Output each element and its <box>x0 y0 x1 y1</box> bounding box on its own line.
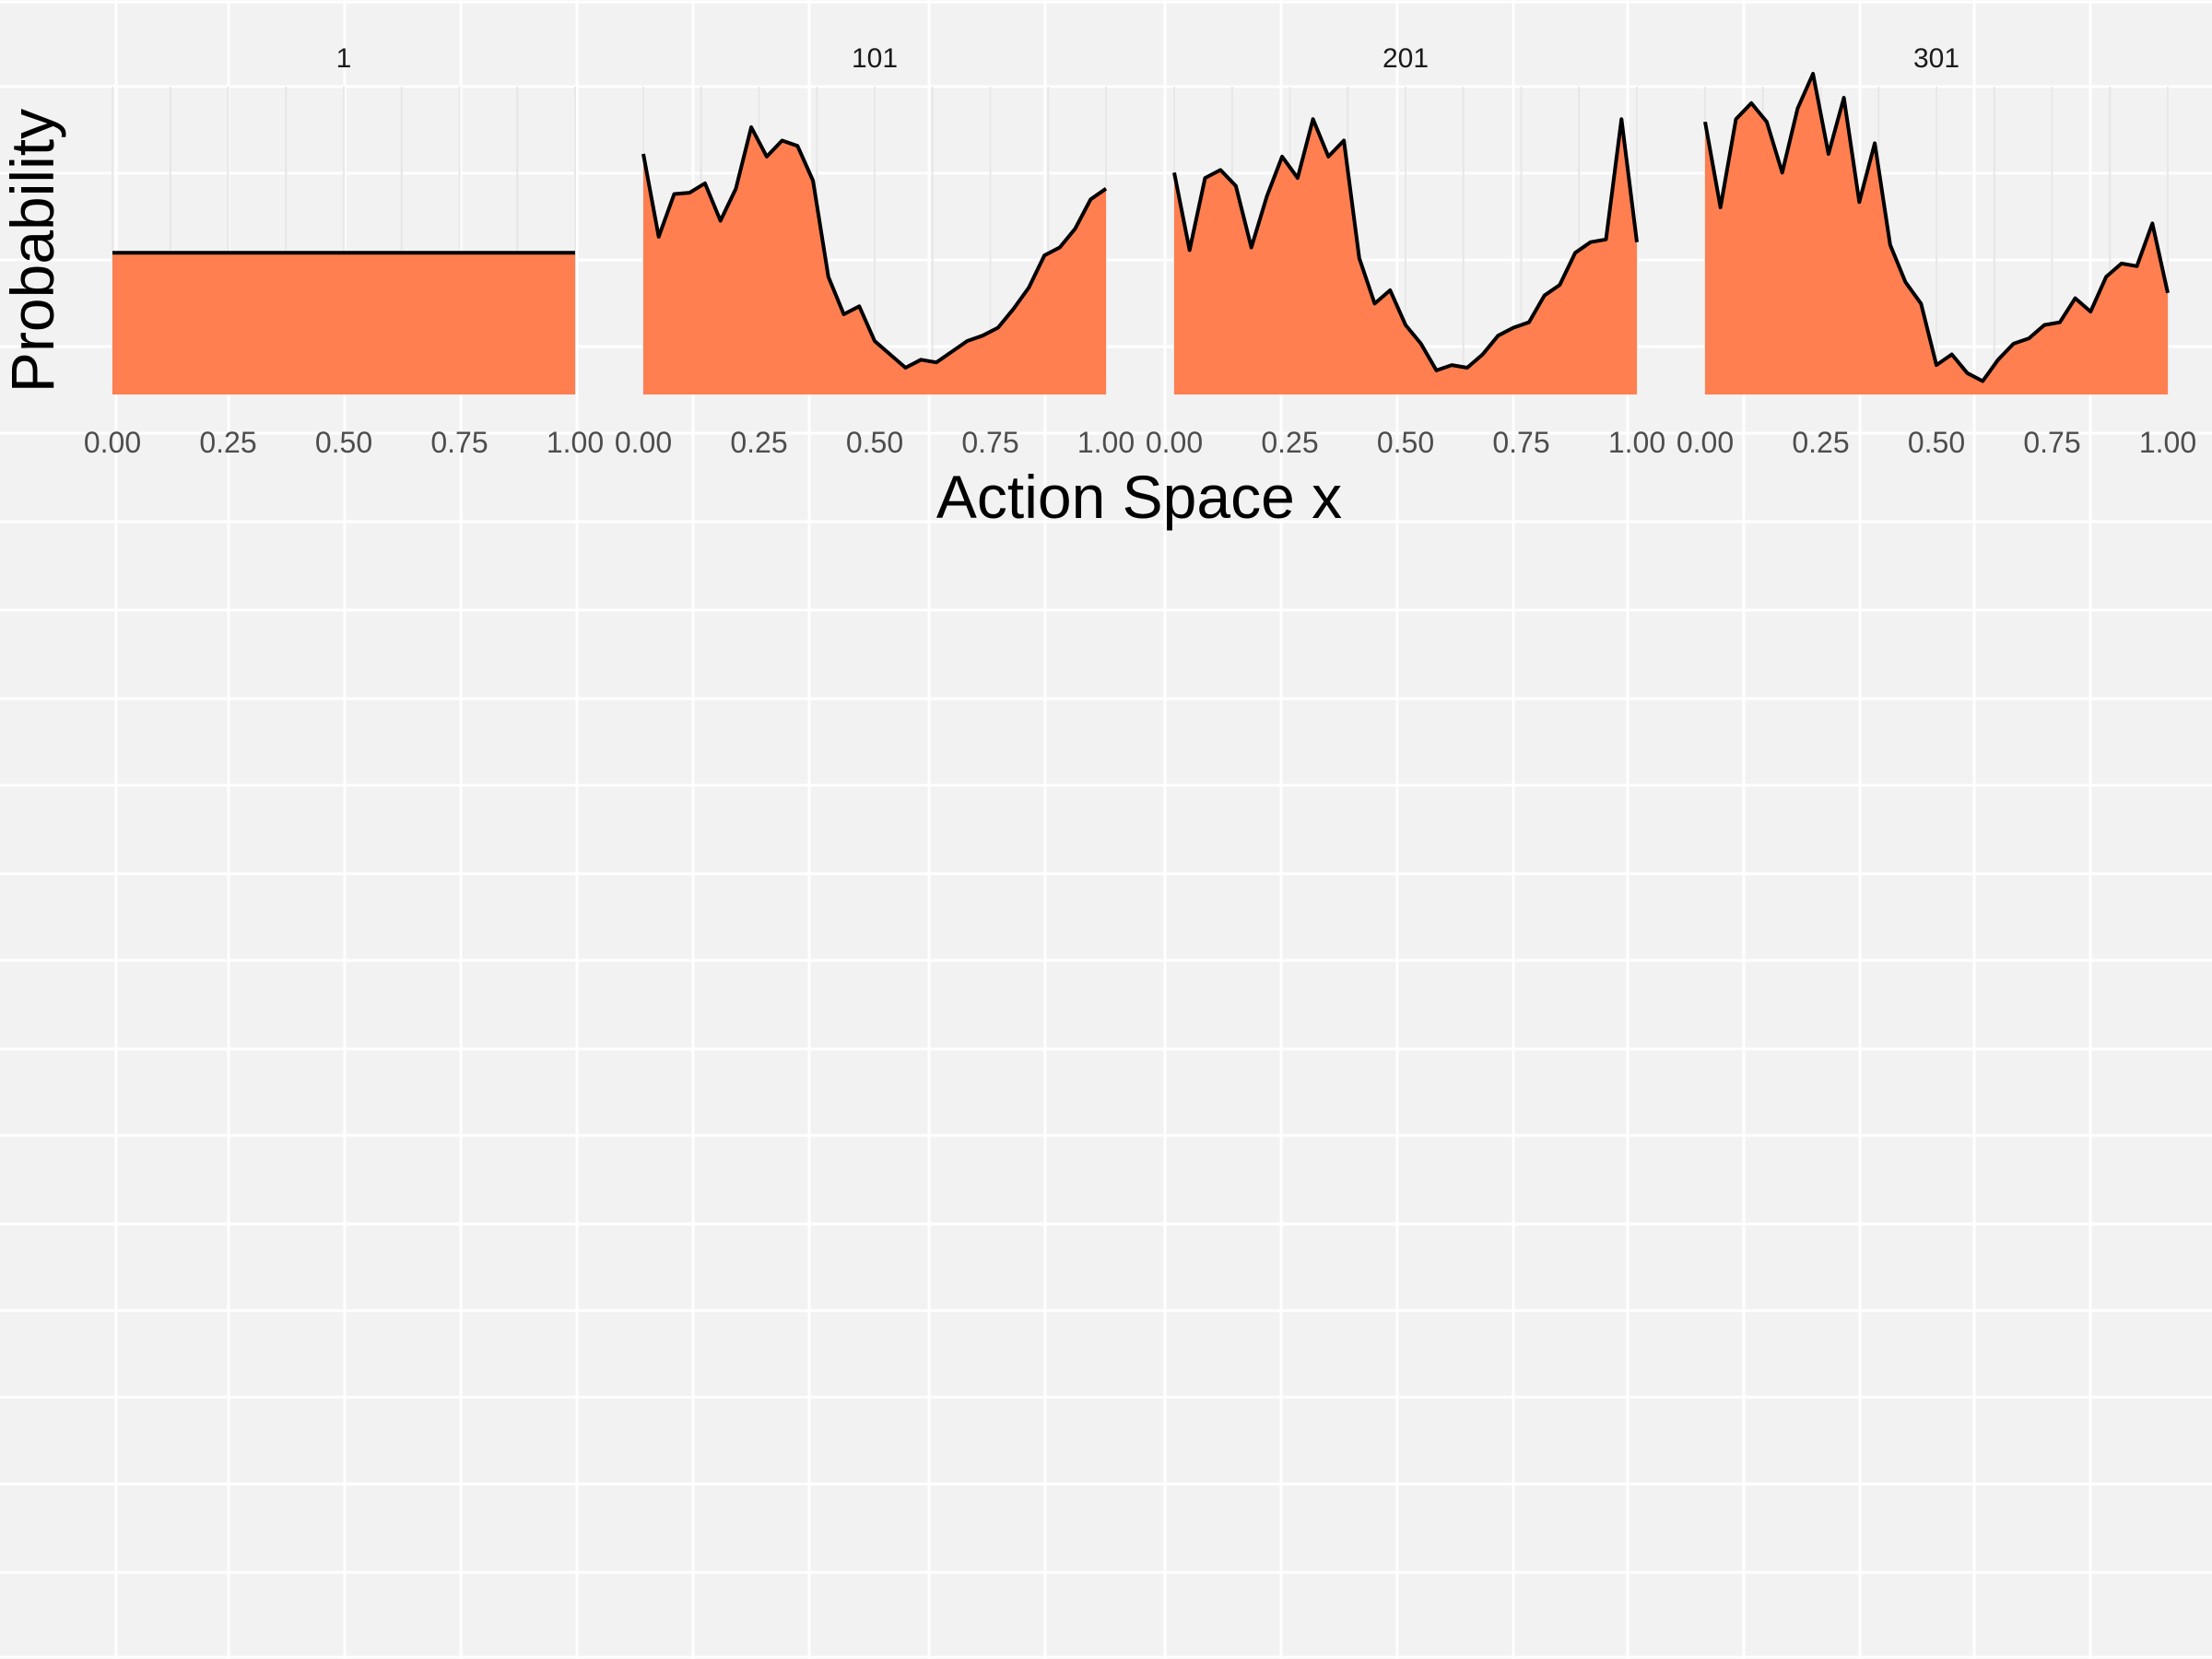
x-tick-label: 0.25 <box>1261 426 1318 459</box>
x-tick-label: 0.50 <box>315 426 372 459</box>
facet-panels: 1 0.00 0.25 0.50 0.75 1.00 101 0.00 0.25 0.50 0.75… <box>84 43 2196 459</box>
facet-strip-label: 201 <box>1382 43 1429 74</box>
x-tick-label: 0.75 <box>2023 426 2080 459</box>
x-tick-label: 0.00 <box>615 426 672 459</box>
y-axis-title: Probability <box>0 109 66 393</box>
area-fill-101 <box>643 127 1106 394</box>
x-tick-label: 0.50 <box>1908 426 1965 459</box>
facet-strip-label: 101 <box>852 43 898 74</box>
series-line-301 <box>1703 72 2170 383</box>
series-line-101 <box>641 125 1108 370</box>
x-tick-label: 0.50 <box>1377 426 1434 459</box>
area-fill-301 <box>1705 74 2168 394</box>
x-tick-label: 0.00 <box>84 426 141 459</box>
x-tick-label: 0.00 <box>1677 426 1734 459</box>
area-fill-1 <box>112 253 575 394</box>
x-tick-label: 1.00 <box>1608 426 1665 459</box>
x-tick-label: 0.25 <box>730 426 787 459</box>
facet-panel-301: 301 0.00 0.25 0.50 0.75 1.00 <box>1677 43 2196 459</box>
facet-panel-101: 101 0.00 0.25 0.50 0.75 1.00 <box>615 43 1135 459</box>
x-tick-label: 0.75 <box>1492 426 1549 459</box>
facet-strip-label: 301 <box>1913 43 1959 74</box>
facet-panel-1: 1 0.00 0.25 0.50 0.75 1.00 <box>84 43 604 459</box>
x-axis-title: Action Space x <box>936 463 1342 531</box>
x-tick-label: 0.25 <box>199 426 256 459</box>
x-tick-label: 0.50 <box>846 426 903 459</box>
facet-panel-201: 201 0.00 0.25 0.50 0.75 1.00 <box>1146 43 1665 459</box>
x-tick-label: 0.75 <box>430 426 488 459</box>
x-tick-label: 1.00 <box>547 426 604 459</box>
x-tick-label: 1.00 <box>1077 426 1135 459</box>
x-tick-label: 0.75 <box>961 426 1018 459</box>
x-tick-label: 0.00 <box>1146 426 1203 459</box>
series-line-201 <box>1172 117 1639 372</box>
facet-strip-label: 1 <box>336 43 352 74</box>
x-tick-label: 1.00 <box>2139 426 2196 459</box>
x-tick-label: 0.25 <box>1792 426 1849 459</box>
